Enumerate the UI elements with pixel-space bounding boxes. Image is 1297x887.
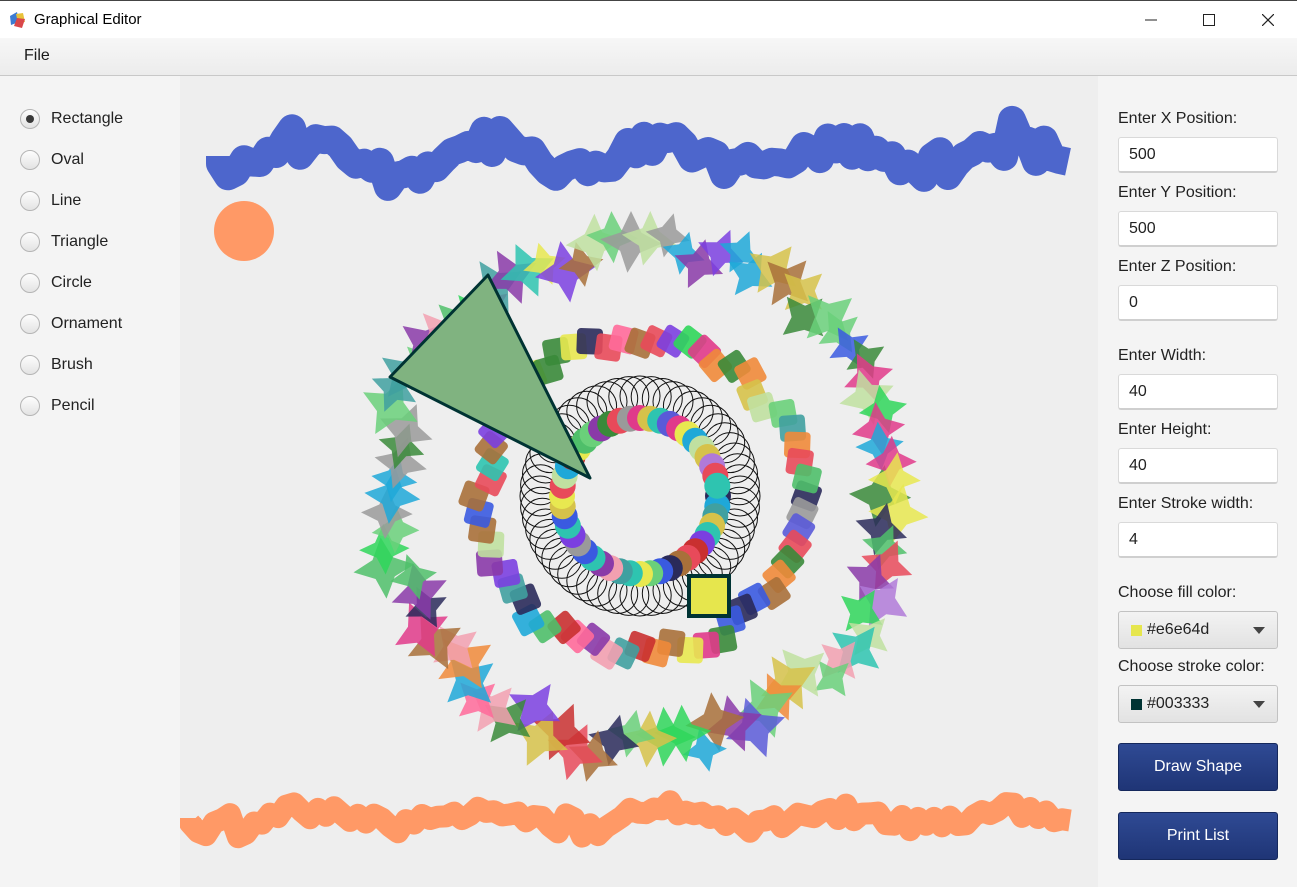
tool-option-circle[interactable]: Circle <box>20 270 92 296</box>
app-icon <box>10 12 25 28</box>
radio-button[interactable] <box>20 150 40 170</box>
y-position-input[interactable] <box>1118 211 1278 247</box>
radio-button[interactable] <box>20 355 40 375</box>
orange-circle <box>214 201 274 261</box>
tool-label: Brush <box>51 356 93 373</box>
width-input[interactable] <box>1118 374 1278 410</box>
stroke-width-input[interactable] <box>1118 522 1278 558</box>
stroke-width-label: Enter Stroke width: <box>1118 495 1254 512</box>
chevron-down-icon <box>1253 627 1265 634</box>
tool-option-ornament[interactable]: Ornament <box>20 311 122 337</box>
stroke-swatch <box>1131 698 1142 710</box>
radio-button[interactable] <box>20 191 40 211</box>
tool-option-brush[interactable]: Brush <box>20 352 93 378</box>
radio-button[interactable] <box>20 232 40 252</box>
y-position-label: Enter Y Position: <box>1118 184 1237 201</box>
window-title: Graphical Editor <box>34 11 142 28</box>
print-list-button[interactable]: Print List <box>1118 812 1278 860</box>
minimize-button[interactable] <box>1122 1 1180 38</box>
height-input[interactable] <box>1118 448 1278 484</box>
fill-color-picker[interactable]: #e6e64d <box>1118 611 1278 649</box>
z-position-input[interactable] <box>1118 285 1278 321</box>
tool-label: Circle <box>51 274 92 291</box>
close-button[interactable] <box>1239 1 1297 38</box>
menu-file[interactable]: File <box>24 47 50 64</box>
fill-swatch <box>1131 624 1142 636</box>
height-label: Enter Height: <box>1118 421 1212 438</box>
draw-shape-button[interactable]: Draw Shape <box>1118 743 1278 791</box>
radio-button[interactable] <box>20 396 40 416</box>
tool-option-oval[interactable]: Oval <box>20 147 84 173</box>
tool-label: Oval <box>51 151 84 168</box>
stroke-color-picker[interactable]: #003333 <box>1118 685 1278 723</box>
tool-option-pencil[interactable]: Pencil <box>20 393 95 419</box>
tool-option-line[interactable]: Line <box>20 188 81 214</box>
tool-panel: Rectangle Oval Line Triangle Circle Orna… <box>0 76 180 887</box>
orange-brush-stroke <box>180 790 1073 849</box>
tool-label: Triangle <box>51 233 109 250</box>
x-position-input[interactable] <box>1118 137 1278 173</box>
tool-label: Pencil <box>51 397 95 414</box>
green-triangle <box>388 273 592 480</box>
canvas-drawing <box>180 105 1074 849</box>
fill-color-value: #e6e64d <box>1147 621 1210 638</box>
ornament-star-ring <box>353 211 929 782</box>
minimize-icon <box>1145 19 1157 20</box>
blue-brush-stroke <box>206 105 1074 201</box>
radio-button[interactable] <box>20 314 40 334</box>
chevron-down-icon <box>1253 701 1265 708</box>
stroke-color-label: Choose stroke color: <box>1118 658 1265 675</box>
stroke-color-value: #003333 <box>1147 695 1210 712</box>
tool-label: Line <box>51 192 82 209</box>
ornament-dot-ring <box>549 405 731 587</box>
tool-label: Ornament <box>51 315 123 332</box>
close-icon <box>1262 13 1274 26</box>
radio-button[interactable] <box>20 273 40 293</box>
title-bar: Graphical Editor <box>0 0 1297 38</box>
fill-color-label: Choose fill color: <box>1118 584 1237 601</box>
radio-button[interactable] <box>20 109 40 129</box>
tool-option-triangle[interactable]: Triangle <box>20 229 108 255</box>
tool-option-rectangle[interactable]: Rectangle <box>20 106 123 132</box>
width-label: Enter Width: <box>1118 347 1207 364</box>
z-position-label: Enter Z Position: <box>1118 258 1237 275</box>
menu-bar: File <box>0 38 1297 76</box>
maximize-button[interactable] <box>1180 1 1238 38</box>
yellow-rectangle <box>687 574 731 618</box>
maximize-icon <box>1203 13 1215 26</box>
drawing-canvas[interactable] <box>180 76 1098 887</box>
x-position-label: Enter X Position: <box>1118 110 1238 127</box>
tool-label: Rectangle <box>51 110 124 127</box>
properties-panel: Enter X Position: Enter Y Position: Ente… <box>1098 76 1297 887</box>
